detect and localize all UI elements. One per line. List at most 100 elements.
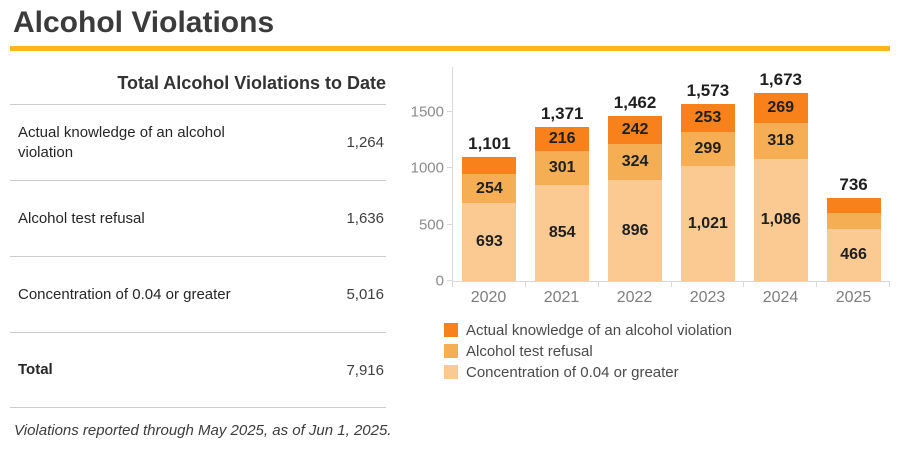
row-label: Alcohol test refusal	[18, 209, 145, 227]
bar-segment[interactable]: 253	[680, 103, 735, 133]
bar-stack: 693 254	[462, 156, 517, 281]
bar-total-label: 1,673	[759, 69, 802, 89]
row-value: 1,264	[346, 134, 384, 151]
table-row: Actual knowledge of an alcohol violation…	[10, 104, 386, 180]
legend-swatch	[444, 365, 458, 379]
bar-segment-label: 896	[621, 221, 649, 239]
legend-item[interactable]: Alcohol test refusal	[444, 342, 890, 360]
summary-table-title: Total Alcohol Violations to Date	[117, 73, 386, 93]
bar-stack: 896 324 242	[608, 116, 663, 281]
table-row: Concentration of 0.04 or greater 5,016	[10, 256, 386, 332]
bar-segment-label: 299	[694, 140, 722, 158]
bar-segment[interactable]: 242	[608, 116, 663, 144]
bar-segment[interactable]	[462, 156, 517, 175]
x-axis-tick-mark	[597, 282, 599, 287]
bar-segment-label: 253	[694, 109, 722, 127]
bar-stack: 1,021 299 253	[680, 103, 735, 281]
bar-total-label: 1,101	[468, 133, 511, 153]
bar-segment-label: 301	[548, 158, 576, 176]
bar-segment-label: 318	[767, 131, 795, 149]
title-underline	[10, 46, 890, 51]
chart-legend: Actual knowledge of an alcohol violation…	[444, 321, 890, 381]
row-value: 5,016	[346, 286, 384, 303]
bar-segment[interactable]: 299	[680, 132, 735, 166]
bar-segment-label: 693	[476, 232, 503, 250]
table-row-total: Total 7,916	[10, 332, 386, 408]
bar-segment-label: 269	[767, 98, 795, 116]
bar-column-2025: 736 466	[817, 175, 890, 281]
x-axis-tick-mark	[743, 282, 745, 287]
bar-segment-label: 466	[840, 245, 867, 263]
page-title: Alcohol Violations	[13, 6, 275, 39]
bar-segment-label: 216	[548, 129, 576, 147]
bar-segment-label: 854	[548, 223, 576, 241]
x-axis-label: 2023	[689, 289, 726, 306]
bar-column-2024: 1,673 1,086 318 269	[744, 70, 817, 281]
bar-segment[interactable]	[826, 198, 881, 213]
legend-swatch	[444, 344, 458, 358]
legend-item[interactable]: Actual knowledge of an alcohol violation	[444, 321, 890, 339]
legend-label: Actual knowledge of an alcohol violation	[466, 321, 733, 339]
bar-segment-label: 324	[621, 152, 649, 170]
y-axis-tick-label: 500	[418, 216, 444, 234]
row-label: Concentration of 0.04 or greater	[18, 285, 231, 303]
bar-column-2020: 1,101 693 254	[453, 134, 526, 281]
y-axis-tick-mark	[447, 167, 452, 168]
bar-segment[interactable]: 1,086	[753, 158, 808, 281]
bar-column-2022: 1,462 896 324 242	[599, 93, 672, 281]
legend-label: Alcohol test refusal	[466, 342, 593, 360]
bar-total-label: 736	[839, 175, 868, 195]
bar-stack: 1,086 318 269	[753, 92, 808, 281]
bar-segment[interactable]: 216	[535, 126, 590, 151]
legend-label: Concentration of 0.04 or greater	[466, 363, 679, 381]
x-axis-label: 2024	[762, 289, 799, 306]
row-label: Actual knowledge of an alcohol violation	[18, 124, 225, 161]
row-label: Total	[18, 361, 53, 379]
y-axis-tick-mark	[447, 111, 452, 112]
plot-area: 0 500 1000 1500 1,101 693 254 1,371 854 301 216 1,4…	[411, 67, 890, 290]
x-axis-tick-mark	[889, 282, 890, 287]
bar-segment-label: 242	[621, 120, 649, 138]
footnote: Violations reported through May 2025, as…	[14, 422, 392, 439]
bar-segment[interactable]: 693	[462, 202, 517, 281]
y-axis-tick-mark	[447, 280, 452, 281]
bar-segment[interactable]	[826, 212, 881, 229]
bar-segment[interactable]: 318	[753, 122, 808, 159]
x-axis-tick-mark	[670, 282, 672, 287]
bar-segment-label: 1,086	[760, 210, 801, 228]
bar-segment[interactable]: 269	[753, 92, 808, 123]
bar-segment-label: 1,021	[687, 214, 728, 232]
summary-table: Total Alcohol Violations to Date Actual …	[10, 67, 386, 408]
x-axis-tick-mark	[524, 282, 526, 287]
bar-segment[interactable]: 1,021	[680, 166, 735, 281]
bar-stack: 854 301 216	[535, 126, 590, 281]
bar-total-label: 1,573	[686, 80, 730, 100]
bar-segment-label: 254	[476, 179, 503, 197]
row-value: 1,636	[346, 210, 384, 227]
x-axis-label: 2020	[470, 289, 507, 306]
y-axis-tick-label: 1000	[410, 159, 444, 177]
x-axis-tick-mark	[452, 282, 453, 287]
x-axis-label: 2021	[543, 289, 580, 306]
x-axis-labels: 2020 2021 2022 2023 2024 2025	[452, 282, 890, 307]
bar-segment[interactable]: 854	[535, 184, 590, 281]
bar-segment[interactable]: 254	[462, 174, 517, 203]
legend-item[interactable]: Concentration of 0.04 or greater	[444, 363, 890, 381]
page-header: Alcohol Violations	[0, 5, 900, 51]
x-axis-label: 2022	[616, 289, 653, 306]
bar-segment[interactable]: 324	[608, 143, 663, 181]
bar-segment[interactable]: 301	[535, 150, 590, 185]
bar-total-label: 1,462	[613, 93, 657, 113]
row-value: 7,916	[346, 361, 384, 379]
y-axis-tick-label: 0	[435, 272, 444, 290]
x-axis-tick-mark	[816, 282, 818, 287]
stacked-bar-chart: 0 500 1000 1500 1,101 693 254 1,371 854 301 216 1,4…	[408, 67, 890, 381]
x-axis-label: 2025	[835, 289, 872, 306]
bar-segment[interactable]: 466	[826, 228, 881, 281]
table-row: Alcohol test refusal 1,636	[10, 180, 386, 256]
bar-column-2023: 1,573 1,021 299 253	[671, 81, 744, 281]
bar-segment[interactable]: 896	[608, 180, 663, 281]
legend-swatch	[444, 323, 458, 337]
bar-total-label: 1,371	[540, 103, 584, 123]
bar-stack: 466	[826, 198, 881, 281]
